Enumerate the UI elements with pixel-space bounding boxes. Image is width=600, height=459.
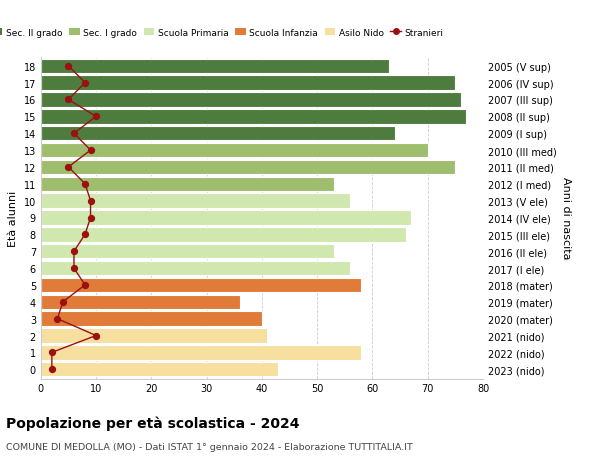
Bar <box>41 60 389 74</box>
Point <box>47 349 56 356</box>
Bar <box>41 261 350 276</box>
Bar <box>41 362 278 376</box>
Point <box>91 113 101 121</box>
Bar <box>41 211 411 225</box>
Point <box>91 332 101 340</box>
Bar <box>41 329 268 343</box>
Point <box>69 130 79 138</box>
Point <box>64 164 73 171</box>
Point <box>80 80 90 87</box>
Point <box>86 197 95 205</box>
Bar <box>41 160 455 175</box>
Legend: Sec. II grado, Sec. I grado, Scuola Primaria, Scuola Infanzia, Asilo Nido, Stran: Sec. II grado, Sec. I grado, Scuola Prim… <box>0 25 448 41</box>
Bar <box>41 177 334 191</box>
Bar <box>41 312 262 326</box>
Point <box>86 147 95 154</box>
Point <box>64 63 73 70</box>
Point <box>53 315 62 323</box>
Point <box>69 248 79 255</box>
Bar <box>41 110 466 124</box>
Point <box>58 298 68 306</box>
Bar <box>41 295 240 309</box>
Y-axis label: Anni di nascita: Anni di nascita <box>560 177 571 259</box>
Bar <box>41 144 428 158</box>
Bar <box>41 346 361 360</box>
Bar <box>41 245 334 259</box>
Point <box>86 214 95 222</box>
Point <box>80 231 90 239</box>
Bar <box>41 228 406 242</box>
Bar <box>41 127 395 141</box>
Text: Popolazione per età scolastica - 2024: Popolazione per età scolastica - 2024 <box>6 415 299 430</box>
Bar <box>41 93 461 107</box>
Point <box>64 96 73 104</box>
Point <box>69 265 79 272</box>
Y-axis label: Età alunni: Età alunni <box>8 190 18 246</box>
Point <box>47 366 56 373</box>
Point <box>80 282 90 289</box>
Text: COMUNE DI MEDOLLA (MO) - Dati ISTAT 1° gennaio 2024 - Elaborazione TUTTITALIA.IT: COMUNE DI MEDOLLA (MO) - Dati ISTAT 1° g… <box>6 442 413 451</box>
Point <box>80 181 90 188</box>
Bar <box>41 278 361 292</box>
Bar <box>41 76 455 90</box>
Bar <box>41 194 350 208</box>
